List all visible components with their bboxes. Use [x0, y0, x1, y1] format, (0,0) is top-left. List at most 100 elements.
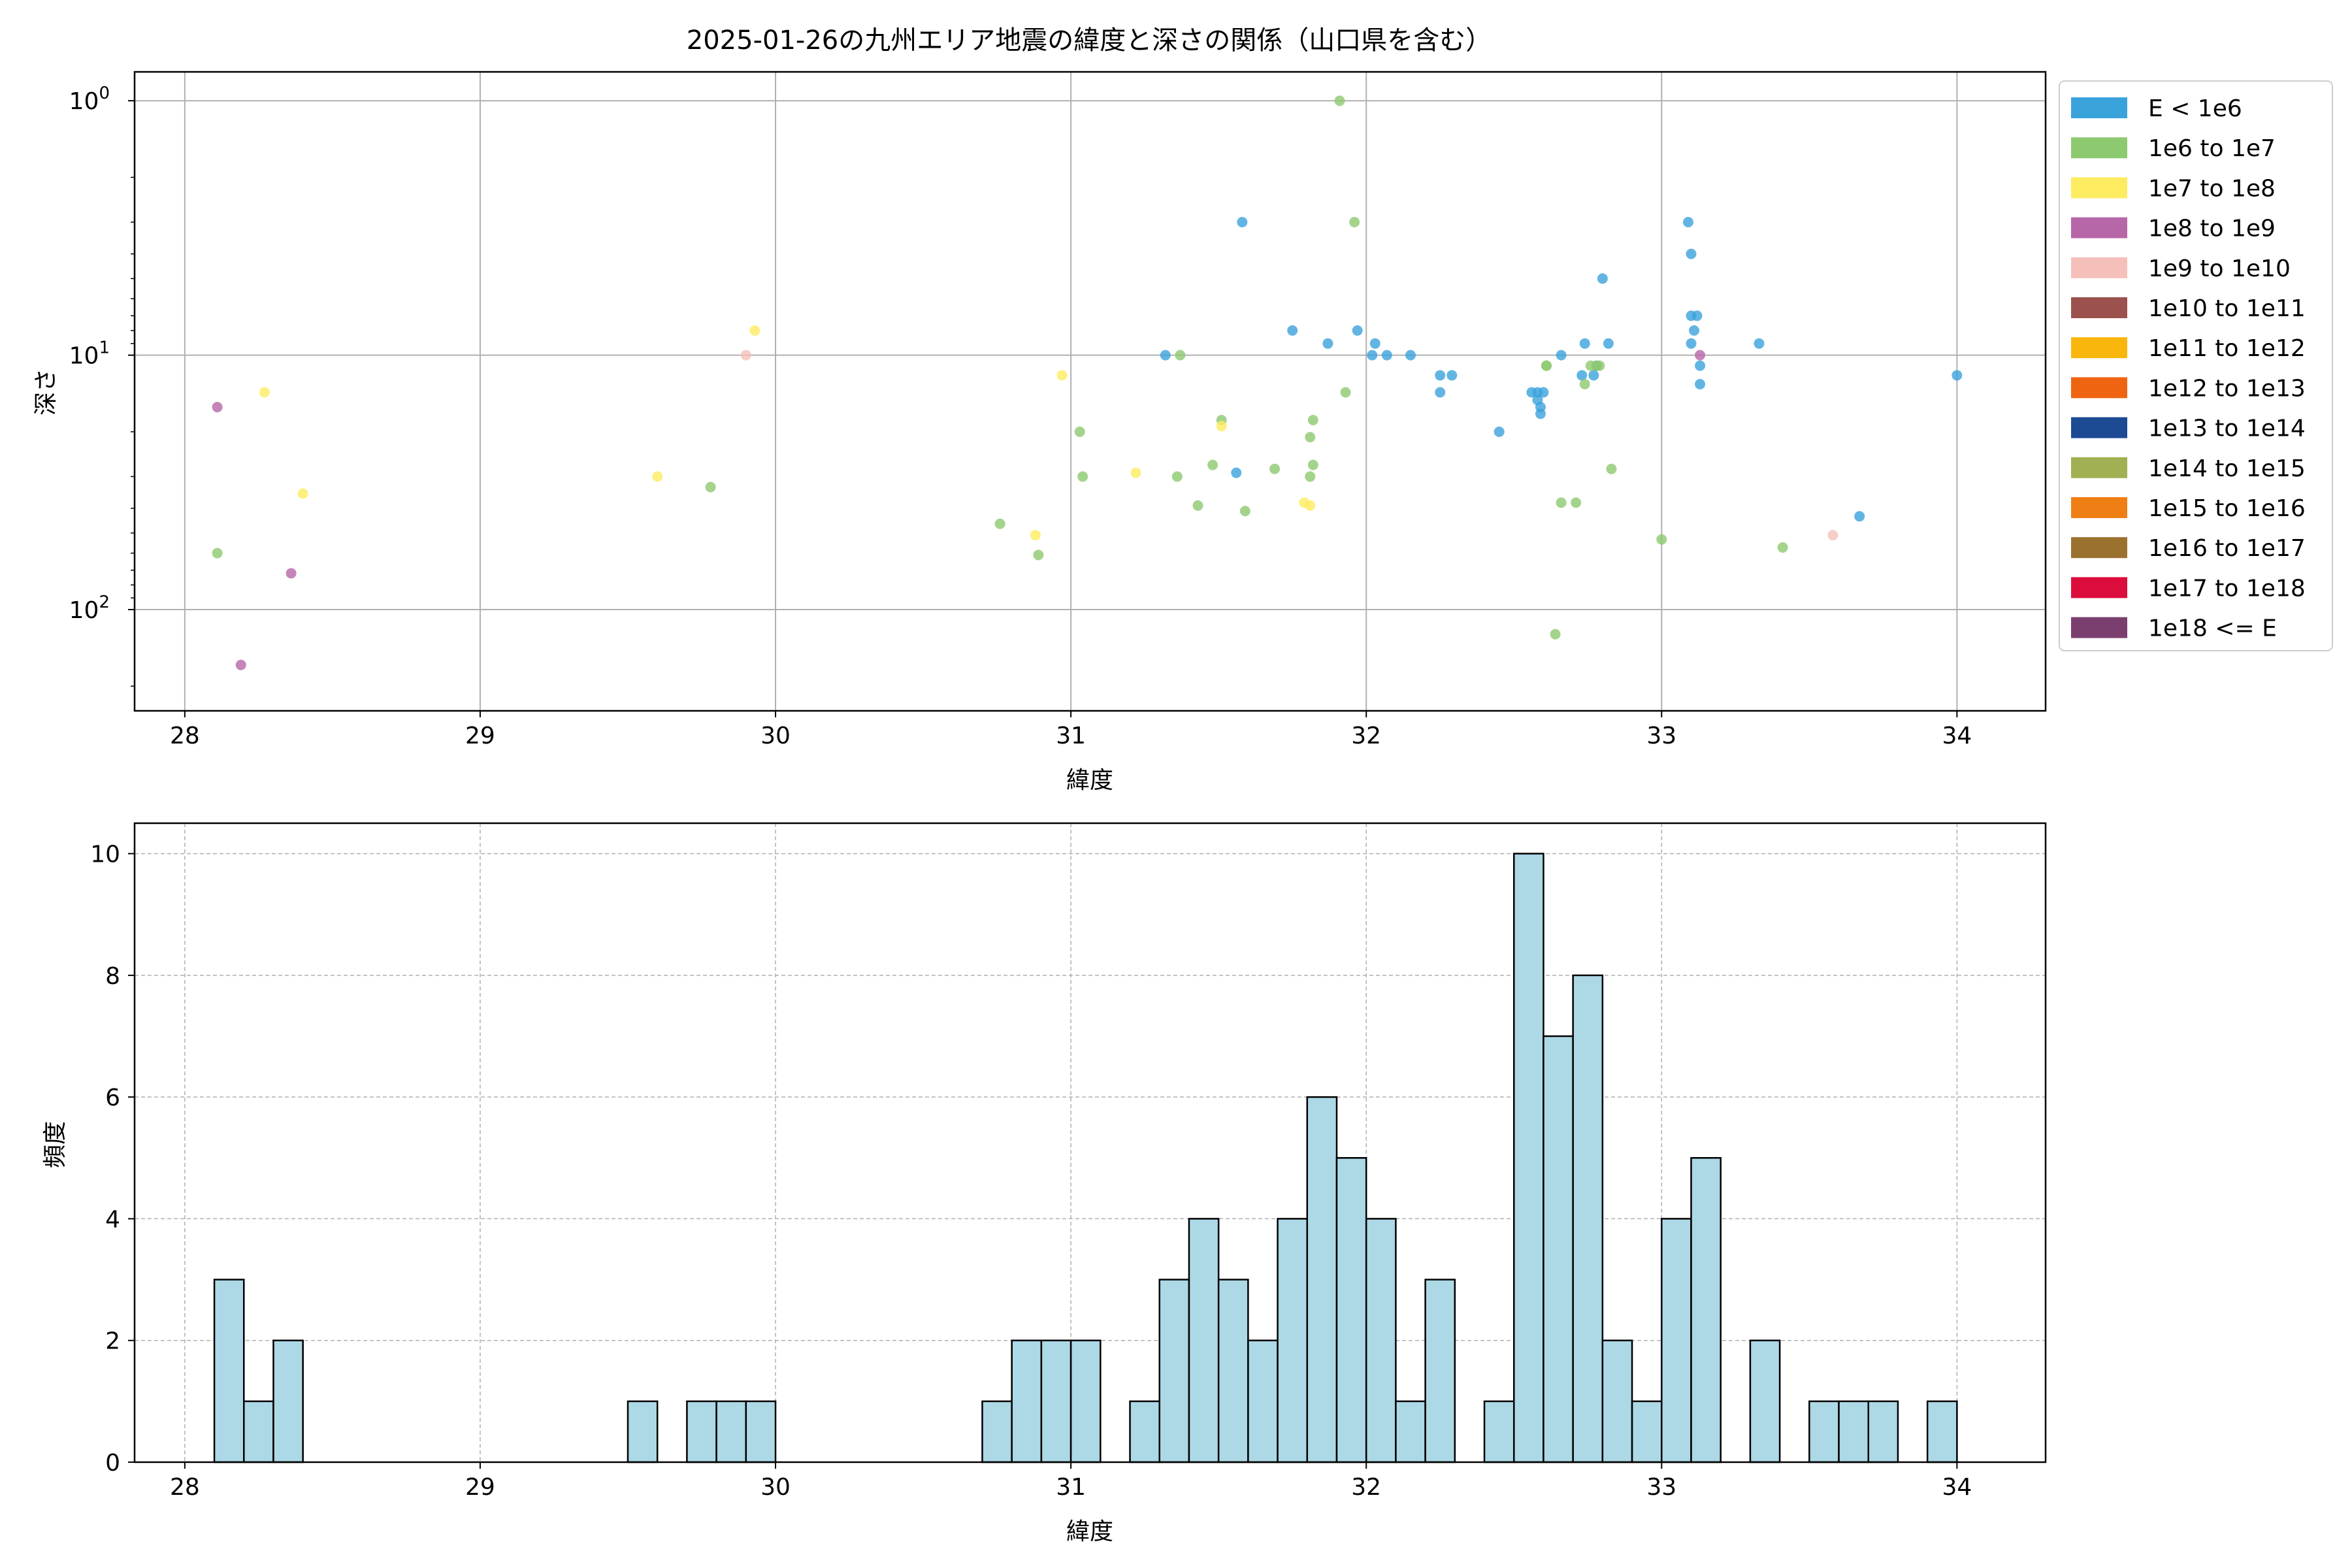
legend-label: 1e12 to 1e13 [2148, 375, 2306, 402]
histogram-bar [1011, 1339, 1043, 1463]
legend-swatch [2071, 617, 2127, 638]
histogram-bar [1247, 1339, 1279, 1463]
scatter-point [297, 488, 308, 499]
histogram-bar [1335, 1157, 1367, 1463]
scatter-point [259, 387, 270, 398]
scatter-point [1171, 471, 1183, 482]
scatter-plot: 28 29 30 31 32 33 34 100 101 102 緯度 深さ [33, 71, 2047, 794]
scatter-point [1269, 463, 1281, 474]
scatter-point [652, 471, 663, 482]
legend-label: 1e18 <= E [2148, 615, 2277, 642]
figure-title: 2025-01-26の九州エリア地震の緯度と深さの関係（山口県を含む） [687, 25, 1492, 56]
scatter-point [1556, 497, 1567, 508]
scatter-x-axis-label: 緯度 [1066, 767, 1113, 794]
histogram-y-tick-label: 6 [105, 1085, 120, 1111]
histogram-bar [1070, 1339, 1102, 1463]
histogram-x-axis-label: 緯度 [1066, 1518, 1113, 1545]
histogram-bar [1838, 1400, 1869, 1463]
scatter-points [212, 95, 1963, 670]
scatter-y-tick-label: 100 [69, 84, 110, 115]
legend-item: 1e15 to 1e16 [2071, 495, 2306, 522]
histogram-x-tick-label: 29 [465, 1474, 495, 1501]
scatter-point [1349, 217, 1360, 228]
histogram-bar [1158, 1279, 1190, 1463]
histogram-x-ticks: 28 29 30 31 32 33 34 [170, 1462, 1972, 1501]
scatter-x-tick-label: 30 [760, 723, 791, 749]
histogram-bar [715, 1400, 747, 1463]
legend-swatch [2071, 457, 2127, 478]
histogram-x-tick-label: 30 [760, 1474, 791, 1501]
scatter-point [1691, 310, 1703, 321]
scatter-series [1160, 217, 1963, 522]
scatter-point [1305, 500, 1316, 511]
scatter-point [1435, 387, 1446, 398]
legend-label: 1e9 to 1e10 [2148, 255, 2291, 282]
histogram-x-tick-label: 31 [1056, 1474, 1086, 1501]
legend-label: 1e15 to 1e16 [2148, 495, 2306, 522]
legend-swatch [2071, 177, 2127, 199]
legend-swatch [2071, 417, 2127, 438]
scatter-point [212, 402, 223, 413]
histogram-bar [1188, 1218, 1220, 1463]
scatter-point [1340, 387, 1351, 398]
scatter-point [1231, 467, 1242, 478]
histogram-bar [1690, 1157, 1722, 1463]
histogram-y-tick-label: 10 [90, 841, 120, 868]
legend-item: 1e9 to 1e10 [2071, 255, 2291, 282]
histogram-bar [1306, 1096, 1338, 1463]
scatter-point [705, 482, 716, 493]
scatter-point [1435, 370, 1446, 381]
scatter-point [1576, 370, 1588, 381]
legend-swatch [2071, 297, 2127, 318]
legend-swatch [2071, 217, 2127, 238]
histogram-y-ticks: 0 2 4 6 8 10 [90, 841, 135, 1477]
scatter-point [1352, 325, 1363, 336]
histogram-bar [1512, 853, 1544, 1463]
scatter-point [1689, 325, 1700, 336]
histogram-y-tick-label: 8 [105, 963, 120, 990]
scatter-point [1695, 350, 1706, 361]
histogram-bar [1808, 1400, 1840, 1463]
histogram-bar [272, 1339, 304, 1463]
scatter-series [212, 350, 1706, 670]
scatter-point [1307, 415, 1318, 426]
legend-item: 1e16 to 1e17 [2071, 535, 2306, 562]
scatter-point [286, 568, 297, 579]
scatter-point [1571, 497, 1582, 508]
scatter-point [1535, 408, 1546, 419]
histogram-bar [1926, 1400, 1958, 1463]
scatter-point [1192, 500, 1203, 511]
scatter-point [1494, 426, 1505, 437]
scatter-point [1216, 421, 1227, 432]
scatter-point [1686, 338, 1697, 349]
scatter-point [749, 325, 760, 336]
scatter-y-ticks: 100 101 102 [69, 84, 135, 624]
legend-item: 1e12 to 1e13 [2071, 375, 2306, 402]
scatter-point [1369, 338, 1380, 349]
histogram-bar [1217, 1279, 1249, 1463]
legend-swatch [2071, 257, 2127, 278]
scatter-point [1603, 338, 1614, 349]
scatter-point [1754, 338, 1765, 349]
legend-swatch [2071, 97, 2127, 118]
histogram-bar [1277, 1218, 1309, 1463]
scatter-point [1854, 511, 1865, 522]
scatter-point [740, 350, 751, 361]
scatter-y-tick-label: 101 [69, 338, 110, 370]
scatter-point [1030, 530, 1041, 541]
histogram-bar [1483, 1400, 1515, 1463]
scatter-point [1686, 248, 1697, 259]
scatter-point [1827, 530, 1838, 541]
legend-item: 1e6 to 1e7 [2071, 135, 2276, 162]
legend-item: E < 1e6 [2071, 95, 2242, 122]
legend-swatch [2071, 537, 2127, 559]
scatter-point [1130, 467, 1141, 478]
legend-item: 1e8 to 1e9 [2071, 216, 2276, 242]
scatter-point [1550, 629, 1561, 640]
legend-label: 1e6 to 1e7 [2148, 135, 2276, 162]
legend-swatch [2071, 137, 2127, 159]
scatter-point [1077, 471, 1088, 482]
legend-label: 1e14 to 1e15 [2148, 455, 2306, 482]
scatter-x-tick-label: 28 [170, 723, 200, 749]
